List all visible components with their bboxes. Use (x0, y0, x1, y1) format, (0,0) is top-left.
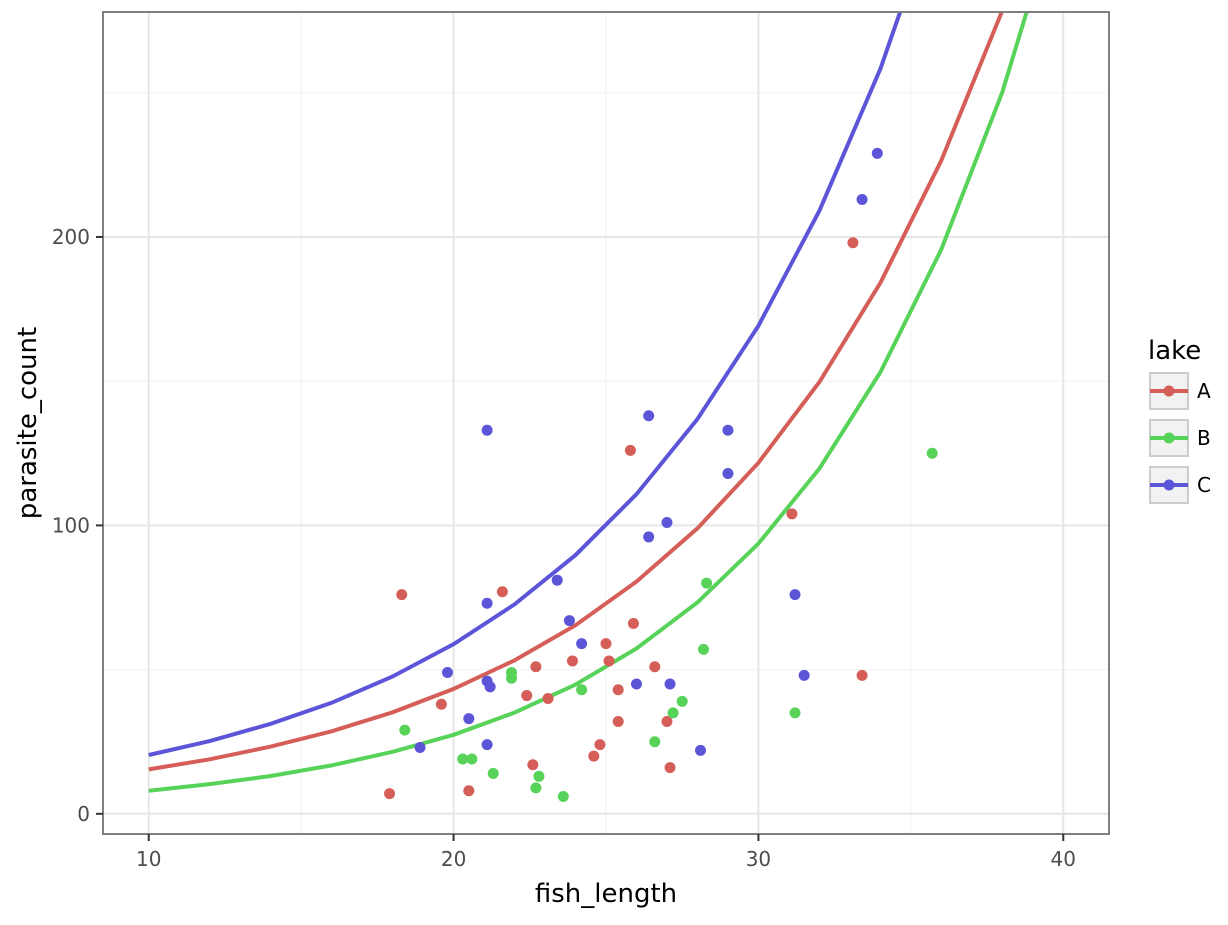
data-point-C (722, 467, 734, 479)
legend-label-A: A (1197, 379, 1211, 403)
legend: lake ABC (1148, 336, 1211, 504)
data-point-B (530, 782, 542, 794)
data-point-C (643, 531, 655, 543)
data-point-A (566, 655, 578, 667)
data-point-B (649, 736, 661, 748)
data-point-B (926, 447, 938, 459)
data-point-A (542, 692, 554, 704)
data-point-C (798, 669, 810, 681)
data-point-C (871, 147, 883, 159)
data-point-B (667, 707, 679, 719)
data-point-A (521, 690, 533, 702)
x-tick-label: 40 (1051, 847, 1076, 871)
data-point-B (487, 767, 499, 779)
data-point-A (649, 661, 661, 673)
data-point-A (847, 237, 859, 249)
data-point-A (588, 750, 600, 762)
data-point-A (435, 698, 447, 710)
data-point-B (457, 753, 469, 765)
data-point-A (527, 759, 539, 771)
data-point-C (481, 597, 493, 609)
data-point-C (856, 193, 868, 205)
data-point-B (789, 707, 801, 719)
data-point-B (466, 753, 478, 765)
data-point-C (695, 744, 707, 756)
data-point-B (533, 770, 545, 782)
data-point-A (463, 785, 475, 797)
data-point-B (399, 724, 411, 736)
data-point-A (786, 508, 798, 520)
data-point-A (612, 716, 624, 728)
points-layer (384, 147, 938, 803)
data-point-A (856, 669, 868, 681)
data-point-C (441, 666, 453, 678)
x-tick-label: 20 (441, 847, 466, 871)
x-axis-title: fish_length (535, 879, 677, 909)
data-point-A (627, 617, 639, 629)
data-point-C (481, 739, 493, 751)
data-point-B (701, 577, 713, 589)
data-point-C (414, 741, 426, 753)
axes-layer: 10 20 30 40 0 100 200 (52, 225, 1076, 871)
data-point-A (594, 739, 606, 751)
data-point-C (576, 638, 588, 650)
data-point-A (624, 444, 636, 456)
data-point-C (551, 574, 563, 586)
legend-label-B: B (1197, 426, 1211, 450)
y-tick-label: 100 (52, 513, 90, 537)
data-point-B (576, 684, 588, 696)
data-point-B (557, 791, 569, 803)
legend-label-C: C (1197, 473, 1211, 497)
data-point-C (643, 410, 655, 422)
data-point-C (661, 517, 673, 529)
data-point-C (484, 681, 496, 693)
fit-lines-layer (148, 12, 1029, 793)
data-point-C (630, 678, 642, 690)
data-point-A (530, 661, 542, 673)
data-point-C (481, 424, 493, 436)
x-tick-label: 30 (746, 847, 771, 871)
data-point-C (463, 713, 475, 725)
data-point-B (505, 672, 517, 684)
y-tick-label: 0 (77, 802, 90, 826)
data-point-A (496, 586, 508, 598)
y-axis-title: parasite_count (13, 327, 43, 519)
fit-line-A (148, 12, 1004, 772)
data-point-B (676, 695, 688, 707)
panel-border (102, 11, 1110, 835)
x-tick-label: 10 (136, 847, 161, 871)
data-point-C (722, 424, 734, 436)
data-point-C (789, 589, 801, 601)
data-point-A (664, 762, 676, 774)
data-point-A (600, 638, 612, 650)
data-point-A (661, 716, 673, 728)
data-point-C (664, 678, 676, 690)
data-point-A (396, 589, 408, 601)
fit-line-C (148, 12, 903, 757)
data-point-A (612, 684, 624, 696)
data-point-B (698, 643, 710, 655)
y-tick-label: 200 (52, 225, 90, 249)
grid-layer (103, 12, 1109, 834)
fit-line-B (148, 12, 1029, 793)
legend-point-A (1163, 385, 1175, 397)
legend-title: lake (1148, 336, 1201, 366)
data-point-A (384, 788, 396, 800)
data-point-A (603, 655, 615, 667)
legend-point-C (1163, 479, 1175, 491)
legend-point-B (1163, 432, 1175, 444)
data-point-C (563, 615, 575, 627)
